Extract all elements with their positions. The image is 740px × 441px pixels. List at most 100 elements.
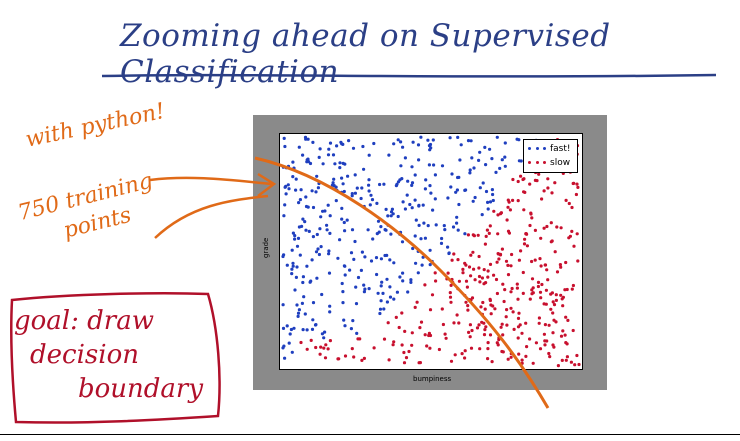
point-slow (528, 223, 532, 228)
point-slow (538, 347, 543, 351)
point-fast (326, 203, 330, 207)
point-fast (388, 285, 392, 289)
point-slow (433, 271, 437, 275)
point-fast (388, 295, 393, 299)
point-fast (368, 203, 372, 207)
point-slow (457, 321, 461, 325)
point-fast (342, 220, 346, 225)
point-fast (457, 175, 461, 179)
point-slow (577, 362, 581, 367)
point-slow (488, 333, 493, 337)
point-fast (338, 161, 342, 165)
point-fast (322, 336, 326, 340)
point-slow (517, 311, 521, 315)
point-fast (293, 288, 297, 292)
point-fast (310, 189, 314, 193)
point-fast (463, 232, 467, 236)
point-slow (314, 345, 318, 350)
point-slow (560, 358, 564, 362)
point-slow (533, 178, 537, 182)
point-fast (303, 312, 307, 316)
point-fast (419, 135, 423, 139)
point-fast (413, 198, 417, 202)
point-fast (359, 196, 363, 201)
point-fast (341, 161, 345, 165)
point-slow (546, 186, 550, 190)
point-slow (502, 299, 506, 304)
point-fast (290, 267, 294, 271)
point-slow (561, 329, 565, 333)
point-slow (572, 181, 576, 185)
point-slow (563, 288, 567, 292)
point-slow (570, 229, 574, 233)
point-slow (299, 340, 303, 345)
point-slow (515, 282, 519, 286)
point-slow (546, 177, 550, 181)
point-fast (390, 207, 394, 211)
point-fast (491, 198, 495, 203)
point-slow (496, 252, 500, 256)
point-fast (429, 191, 433, 195)
point-slow (410, 343, 414, 347)
point-slow (440, 307, 444, 311)
point-fast (304, 204, 309, 209)
point-slow (520, 358, 524, 362)
point-fast (413, 173, 417, 177)
point-fast (353, 173, 357, 177)
point-slow (530, 288, 534, 292)
point-slow (505, 308, 509, 312)
point-fast (340, 206, 344, 210)
point-slow (449, 300, 453, 304)
point-fast (400, 177, 404, 181)
point-slow (497, 257, 501, 261)
point-fast (317, 252, 321, 257)
point-fast (325, 223, 329, 227)
point-fast (403, 207, 407, 211)
point-fast (342, 189, 346, 194)
point-fast (401, 271, 405, 275)
point-fast (424, 178, 428, 182)
goal-line-2: decision (30, 340, 139, 370)
point-fast (295, 244, 300, 248)
point-slow (465, 285, 469, 289)
point-fast (297, 201, 301, 205)
point-slow (489, 312, 493, 316)
point-slow (547, 351, 551, 356)
point-slow (437, 347, 441, 352)
point-fast (443, 228, 447, 232)
point-fast (417, 158, 421, 162)
point-fast (503, 155, 507, 159)
point-fast (313, 323, 318, 327)
point-slow (360, 358, 364, 362)
point-slow (506, 263, 510, 267)
point-slow (495, 291, 499, 296)
point-fast (311, 301, 316, 305)
point-fast (319, 215, 323, 219)
point-slow (543, 323, 547, 327)
point-slow (450, 258, 454, 262)
point-fast (403, 156, 407, 160)
point-fast (296, 311, 301, 315)
point-fast (327, 147, 331, 151)
point-slow (549, 292, 553, 296)
point-slow (309, 338, 313, 342)
point-fast (440, 164, 445, 168)
point-fast (335, 144, 339, 148)
point-fast (376, 219, 381, 223)
point-fast (389, 214, 393, 218)
point-fast (300, 301, 304, 305)
point-fast (283, 203, 287, 207)
plot-area (279, 133, 583, 370)
point-slow (530, 292, 534, 296)
point-fast (298, 198, 302, 202)
point-fast (371, 237, 375, 241)
point-slow (488, 297, 492, 301)
point-fast (468, 168, 472, 172)
point-slow (467, 265, 472, 269)
point-slow (443, 332, 447, 336)
point-fast (341, 142, 345, 146)
point-fast (469, 139, 473, 143)
point-slow (469, 346, 474, 350)
point-slow (470, 328, 474, 333)
point-fast (369, 259, 374, 263)
